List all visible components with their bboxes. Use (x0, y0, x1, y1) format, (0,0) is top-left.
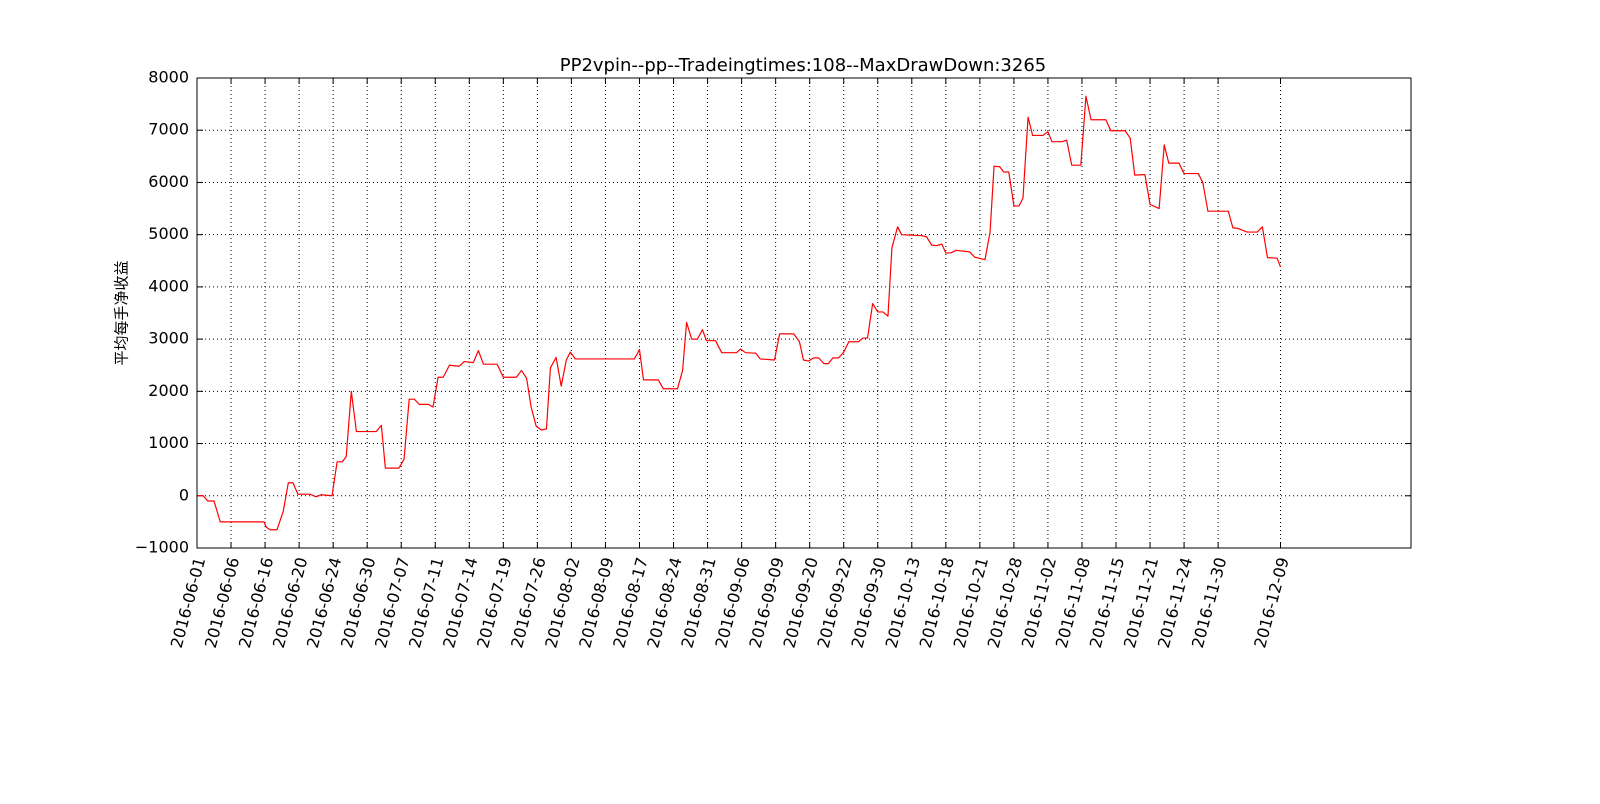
y-axis-label: 平均每手净收益 (113, 260, 131, 365)
y-tick-label: 6000 (148, 172, 189, 191)
y-tick-label: 0 (179, 485, 189, 504)
plot-frame (196, 77, 1412, 549)
y-tick-label: 5000 (148, 224, 189, 243)
y-tick-label: 3000 (148, 329, 189, 348)
chart-title: PP2vpin--pp--Tradeingtimes:108--MaxDrawD… (560, 55, 1047, 76)
y-tick-label: −1000 (135, 538, 189, 557)
y-tick-label: 8000 (148, 68, 189, 87)
y-tick-label: 7000 (148, 120, 189, 139)
data-line (197, 95, 1282, 531)
y-tick-label: 1000 (148, 433, 189, 452)
y-tick-label: 2000 (148, 381, 189, 400)
y-tick-label: 4000 (148, 276, 189, 295)
